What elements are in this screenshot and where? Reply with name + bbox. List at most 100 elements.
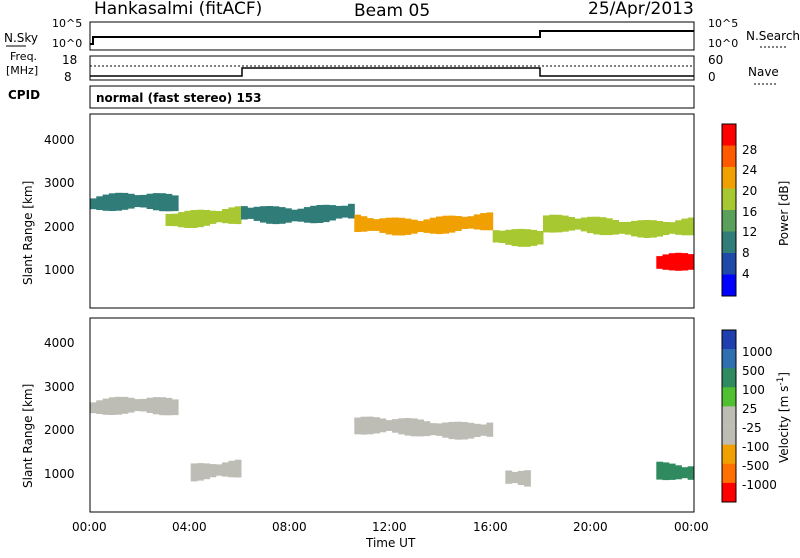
power-cell — [209, 210, 217, 224]
power-cell — [624, 221, 632, 235]
velocity-cell — [165, 397, 173, 416]
power-cell — [140, 194, 148, 208]
power-cell — [171, 195, 179, 212]
freq-panel-frame — [89, 55, 695, 81]
power-cell — [385, 217, 393, 235]
power-cell — [668, 253, 676, 271]
power-cell — [303, 207, 311, 223]
power-cell — [266, 206, 273, 224]
power-cell — [392, 217, 399, 236]
velocity-cell — [90, 402, 97, 414]
power-cell — [222, 209, 229, 224]
velocity-cell — [215, 464, 223, 476]
power-ytick-4000: 4000 — [44, 133, 75, 147]
power-cell — [473, 214, 481, 230]
power-cell — [190, 210, 198, 228]
power-cell — [442, 215, 450, 234]
power-cell — [165, 193, 173, 212]
velocity-cell — [96, 400, 104, 414]
velocity-cell — [417, 419, 424, 437]
velocity-cell — [480, 424, 487, 436]
colorbar-segment — [722, 253, 736, 275]
power-cell — [152, 193, 160, 211]
colorbar-segment — [722, 425, 736, 445]
power-cell — [524, 229, 531, 247]
velocity-cell — [127, 397, 135, 413]
power-cell — [555, 214, 563, 233]
velocity-cell — [404, 418, 412, 436]
power-cell — [429, 217, 437, 234]
freq-line — [90, 67, 694, 77]
power-cell — [681, 253, 689, 271]
power-panel: 4000 3000 2000 1000 Slant Range [km] 28 … — [21, 113, 791, 309]
power-cell — [492, 230, 500, 243]
time-axis-label: Time UT — [365, 536, 416, 550]
colorbar-segment — [722, 387, 736, 407]
power-cbar-tick-20: 20 — [742, 184, 757, 198]
power-cell — [480, 213, 487, 231]
noise-sky-line — [90, 30, 694, 45]
power-cell — [373, 219, 380, 231]
power-cell — [486, 212, 494, 231]
colorbar-segment — [722, 368, 736, 388]
velocity-cell — [121, 396, 129, 414]
power-cell — [178, 212, 185, 228]
velocity-cell — [234, 459, 242, 478]
power-cell — [348, 203, 355, 219]
colorbar-segment — [722, 406, 736, 426]
power-cbar-tick-12: 12 — [742, 225, 757, 239]
time-tick-0400: 04:00 — [172, 520, 207, 534]
noise-panel-frame — [89, 21, 695, 51]
power-cell — [599, 217, 607, 236]
power-cell — [448, 215, 456, 233]
freq-panel: Freq. [MHz] 18 8 60 0 Nave CPID normal (… — [6, 50, 779, 109]
power-cell — [310, 205, 317, 224]
velocity-cbar-tick-100: 100 — [742, 383, 765, 397]
noise-right-tick-bottom: 10^0 — [708, 37, 738, 50]
freq-label-line2: [MHz] — [6, 64, 38, 77]
power-cell — [668, 222, 676, 234]
time-tick-1200: 12:00 — [372, 520, 407, 534]
colorbar-segment — [722, 231, 736, 254]
power-ytick-1000: 1000 — [44, 263, 75, 277]
power-cell — [335, 205, 343, 219]
colorbar-segment — [722, 145, 736, 168]
velocity-cell — [511, 471, 519, 484]
power-cell — [656, 221, 664, 237]
colorbar-segment — [722, 482, 736, 503]
power-cell — [398, 217, 406, 236]
power-cell — [171, 213, 179, 227]
power-cell — [643, 220, 651, 238]
power-cell — [568, 217, 575, 231]
velocity-cells — [90, 396, 695, 487]
date-title: 25/Apr/2013 — [588, 0, 694, 19]
power-cell — [96, 196, 104, 210]
velocity-cell — [203, 463, 211, 480]
power-cell — [505, 229, 513, 245]
velocity-cell — [442, 422, 450, 438]
velocity-cell — [360, 416, 368, 435]
velocity-cell — [209, 464, 217, 478]
colorbar-segment — [722, 349, 736, 369]
velocity-ytick-4000: 4000 — [44, 336, 75, 350]
power-cbar-tick-4: 4 — [742, 267, 750, 281]
power-cell — [316, 205, 324, 223]
power-cell — [499, 230, 506, 243]
velocity-cell — [366, 416, 374, 435]
velocity-cell — [392, 419, 399, 433]
power-cell — [587, 216, 594, 234]
power-cell — [410, 219, 418, 234]
time-tick-1600: 16:00 — [473, 520, 508, 534]
power-cell — [90, 198, 97, 210]
colorbar-segment — [722, 330, 736, 350]
freq-label-line1: Freq. — [10, 50, 37, 63]
cpid-label: CPID — [8, 88, 40, 102]
power-cell — [681, 218, 689, 236]
power-cell — [561, 215, 569, 232]
colorbar-segment — [722, 463, 736, 484]
time-axis: 00:00 04:00 08:00 12:00 16:00 20:00 00:0… — [72, 520, 709, 550]
power-cell — [618, 222, 626, 234]
power-cell — [574, 218, 582, 230]
power-ylabel: Slant Range [km] — [21, 181, 35, 285]
colorbar-frame — [721, 123, 737, 297]
